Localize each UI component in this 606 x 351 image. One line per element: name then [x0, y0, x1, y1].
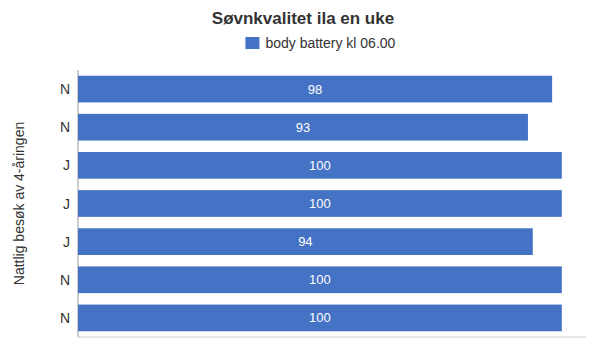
bars	[78, 76, 562, 332]
data-label: 94	[298, 234, 312, 249]
legend-label: body battery kl 06.00	[265, 35, 395, 51]
data-label: 100	[309, 196, 331, 211]
y-tick-label: N	[60, 81, 70, 97]
y-tick-label: J	[63, 157, 70, 173]
y-tick-label: N	[60, 310, 70, 326]
bar	[78, 76, 552, 103]
title: Søvnkvalitet ila en uke	[212, 9, 394, 28]
y-tick-labels: N N J J J N N	[60, 81, 70, 326]
data-label: 100	[309, 158, 331, 173]
data-label: 98	[308, 82, 322, 97]
bar	[78, 228, 533, 255]
bar	[78, 305, 562, 332]
data-label: 93	[296, 120, 310, 135]
data-label: 100	[309, 310, 331, 325]
y-tick-label: N	[60, 119, 70, 135]
chart-svg: Søvnkvalitet ila en uke body battery kl 0…	[0, 0, 606, 351]
legend-swatch	[245, 37, 259, 49]
bar	[78, 114, 528, 141]
x-axis-line	[78, 337, 586, 338]
legend: body battery kl 06.00	[245, 35, 395, 51]
data-label: 100	[309, 272, 331, 287]
y-tick-label: N	[60, 272, 70, 288]
y-tick-label: J	[63, 196, 70, 212]
y-axis-label: Nattlig besøk av 4-åringen	[11, 122, 27, 285]
y-tick-label: J	[63, 234, 70, 250]
data-labels: 98 93 100 100 94 100 100	[296, 82, 331, 326]
chart-container: Søvnkvalitet ila en uke body battery kl 0…	[0, 0, 606, 351]
bar	[78, 266, 562, 293]
bar	[78, 190, 562, 217]
bar	[78, 152, 562, 179]
